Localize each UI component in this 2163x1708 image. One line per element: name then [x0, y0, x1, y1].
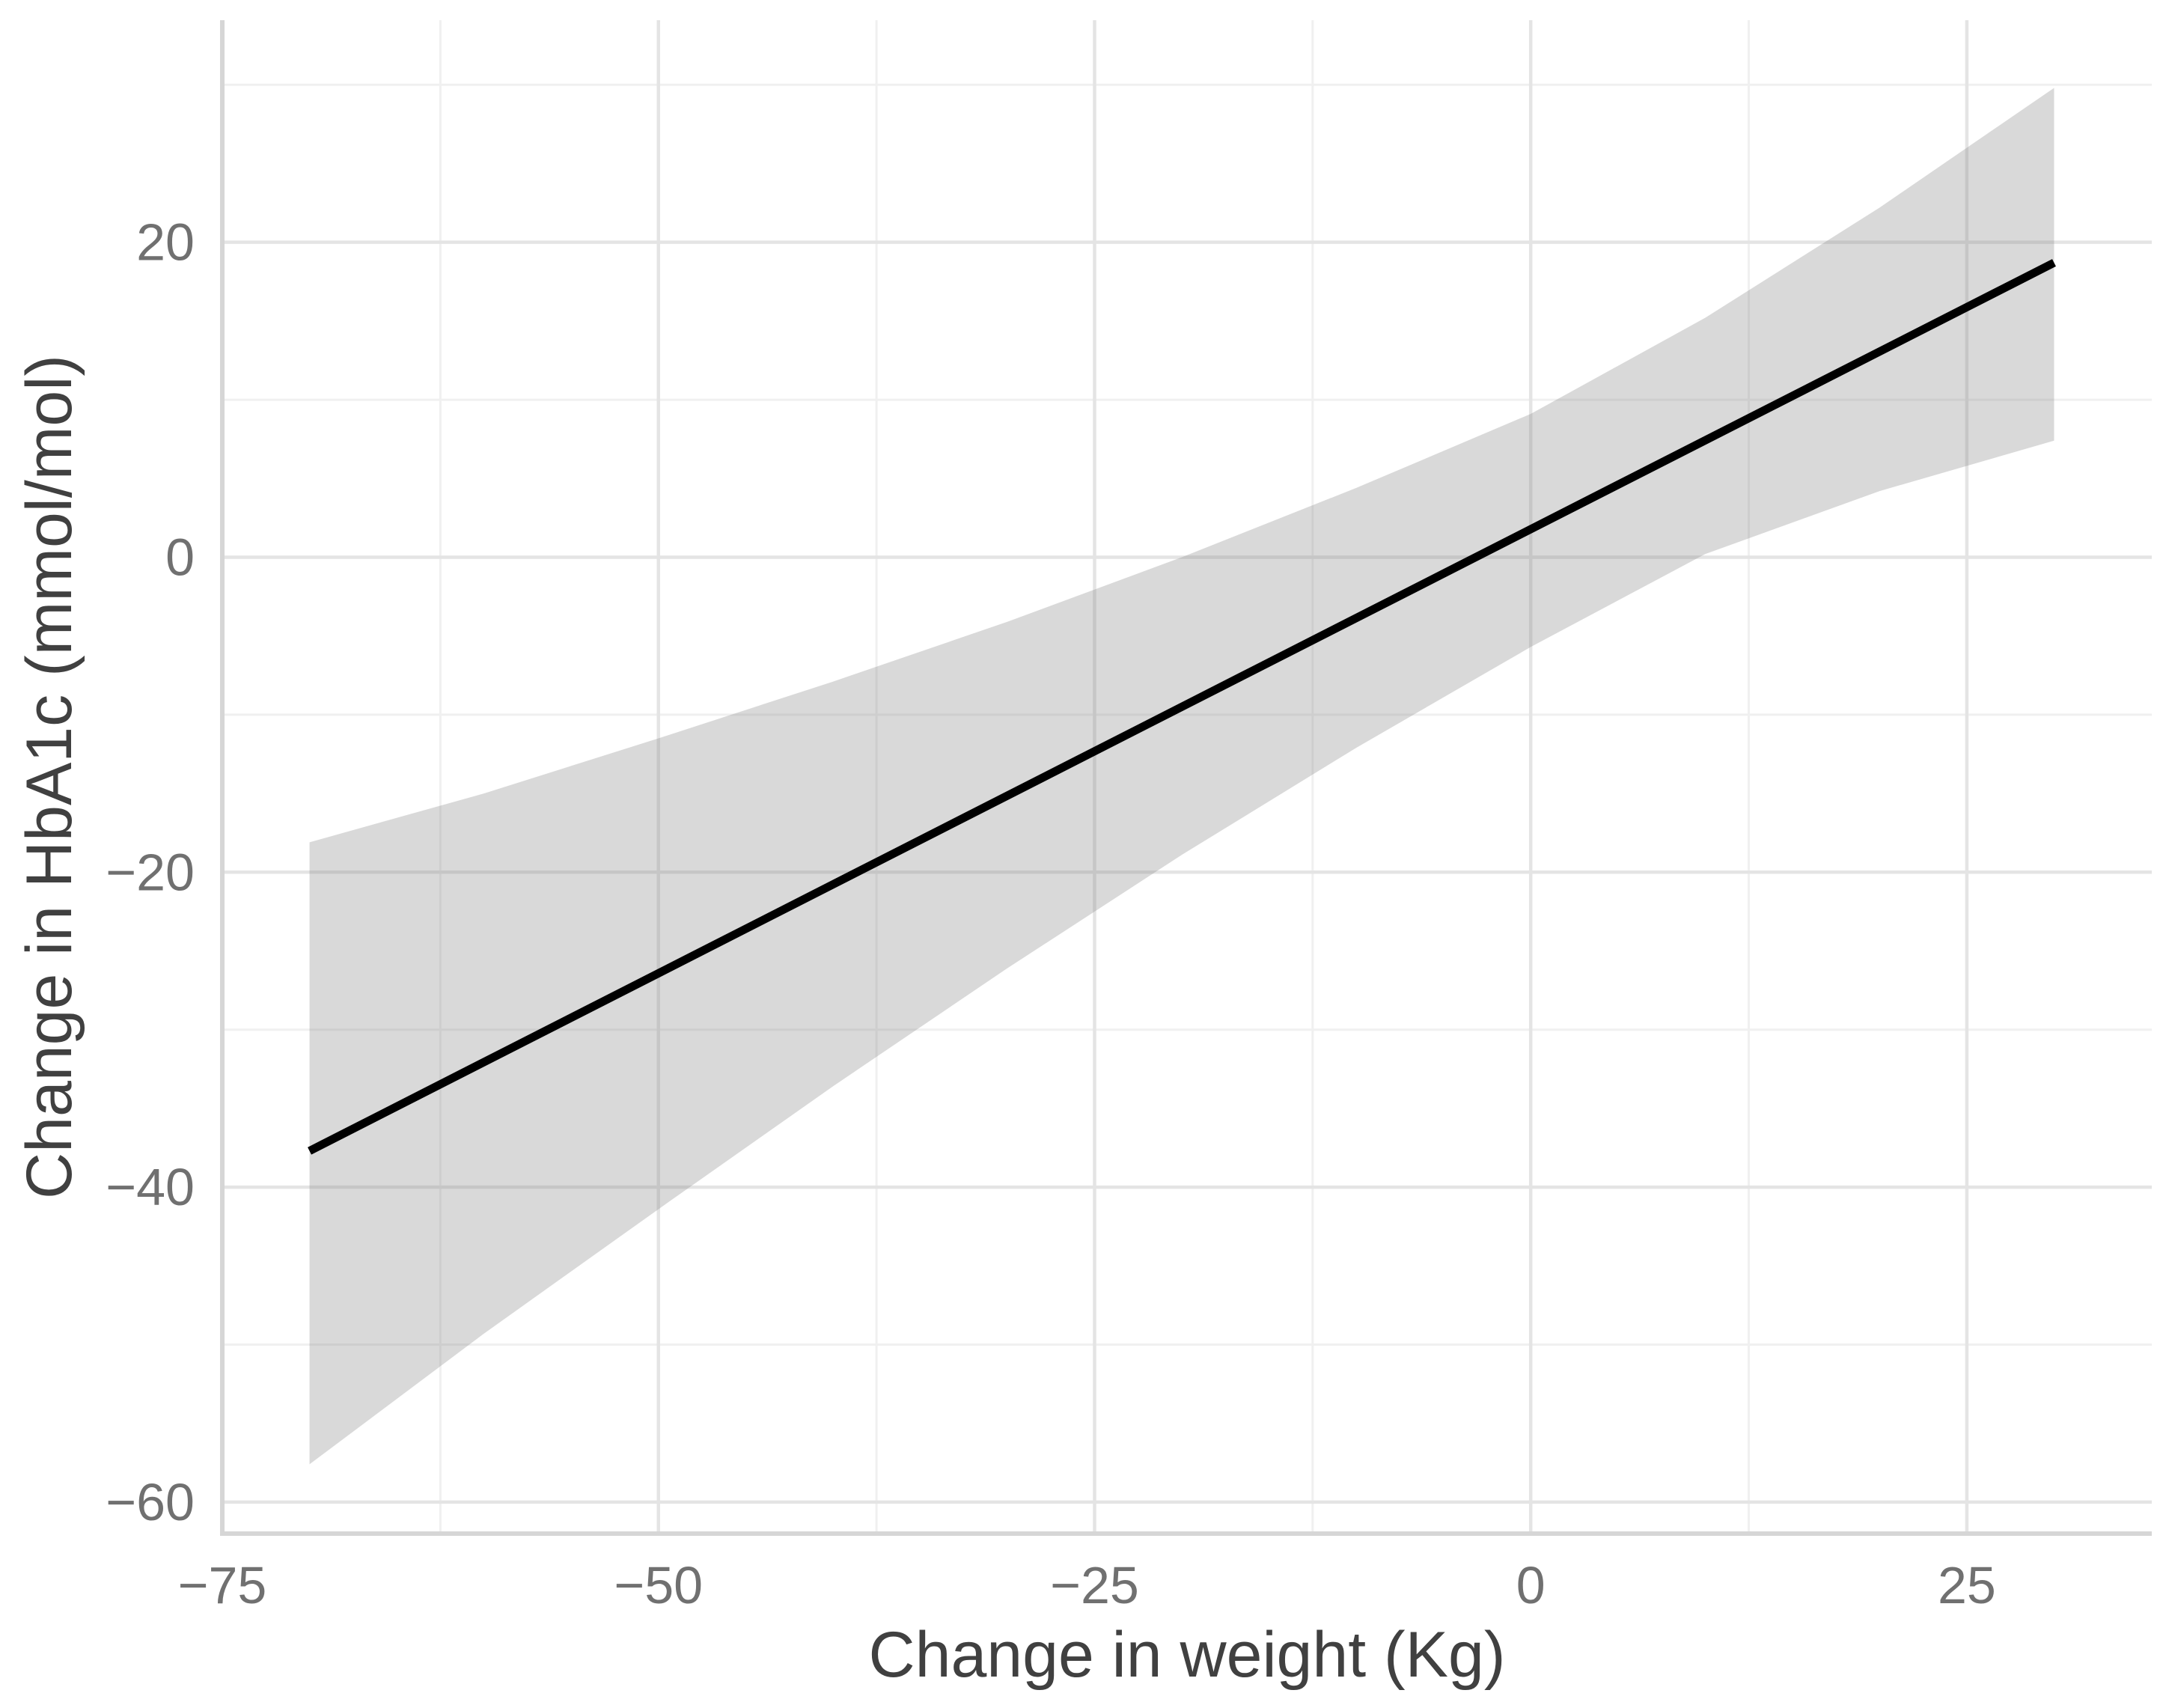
axis-lines	[220, 20, 2152, 1536]
confidence-ribbon-area	[309, 88, 2054, 1465]
x-tick-label: 0	[1516, 1556, 1546, 1614]
confidence-ribbon	[309, 88, 2054, 1465]
x-tick-label: −75	[178, 1556, 267, 1614]
y-axis-title: Change in HbA1c (mmol/mol)	[13, 355, 85, 1199]
y-tick-label: 20	[136, 213, 195, 272]
fit-line-path	[308, 259, 2056, 1155]
regression-line	[308, 259, 2056, 1155]
x-tick-label: −25	[1050, 1556, 1139, 1614]
x-axis-tick-labels: −75 −50 −25 0 25	[178, 1556, 1996, 1614]
x-axis-title: Change in weight (Kg)	[869, 1619, 1506, 1691]
x-tick-label: 25	[1938, 1556, 1996, 1614]
y-tick-label: 0	[165, 528, 195, 586]
y-tick-label: −60	[106, 1473, 195, 1531]
major-gridlines	[220, 20, 2152, 1534]
x-tick-label: −50	[614, 1556, 703, 1614]
minor-gridlines	[222, 20, 2152, 1534]
y-axis-tick-labels: 20 0 −20 −40 −60	[106, 213, 195, 1531]
y-tick-label: −20	[106, 843, 195, 901]
y-tick-label: −40	[106, 1158, 195, 1216]
